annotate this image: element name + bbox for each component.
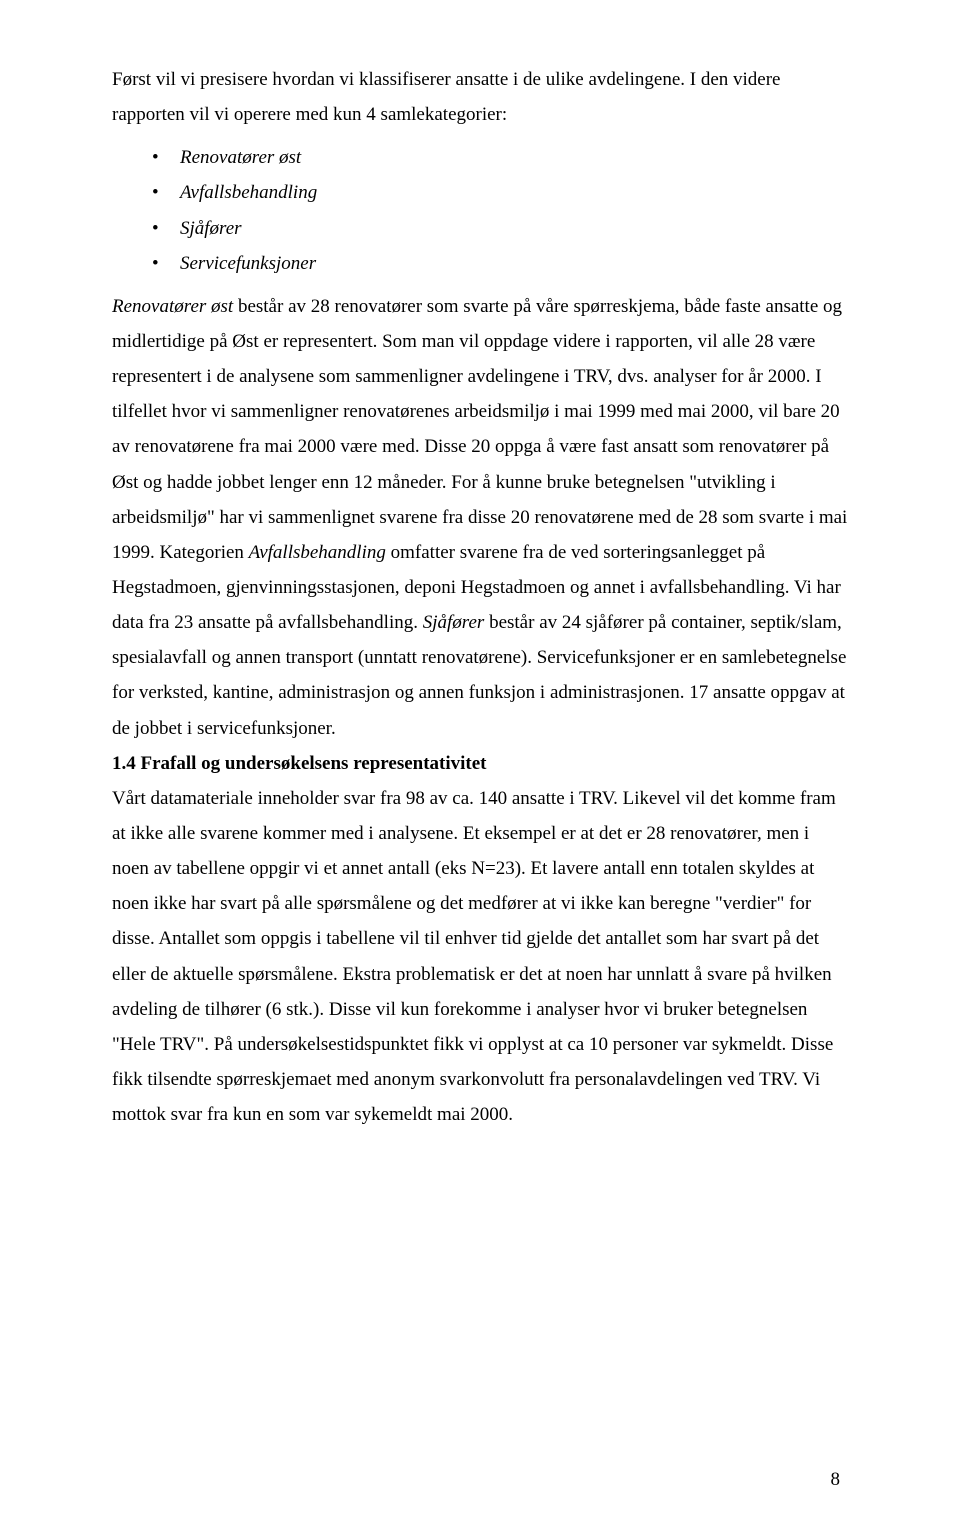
category-list: Renovatører øst Avfallsbehandling Sjåfør… — [112, 140, 848, 281]
term-renovatorer: Renovatører øst — [112, 296, 233, 317]
section-heading: 1.4 Frafall og undersøkelsens representa… — [112, 746, 848, 781]
body-text: består av 28 renovatører som svarte på v… — [112, 296, 847, 563]
body-paragraph: Renovatører øst består av 28 renovatører… — [112, 289, 848, 746]
intro-paragraph: Først vil vi presisere hvordan vi klassi… — [112, 62, 848, 132]
list-item: Servicefunksjoner — [152, 246, 848, 281]
document-page: Først vil vi presisere hvordan vi klassi… — [0, 0, 960, 1537]
list-item: Sjåfører — [152, 211, 848, 246]
list-item: Avfallsbehandling — [152, 175, 848, 210]
term-sjaforer: Sjåfører — [423, 612, 485, 633]
term-avfallsbehandling: Avfallsbehandling — [249, 542, 386, 563]
page-number: 8 — [831, 1462, 841, 1497]
list-item: Renovatører øst — [152, 140, 848, 175]
body-paragraph-2: Vårt datamateriale inneholder svar fra 9… — [112, 781, 848, 1132]
